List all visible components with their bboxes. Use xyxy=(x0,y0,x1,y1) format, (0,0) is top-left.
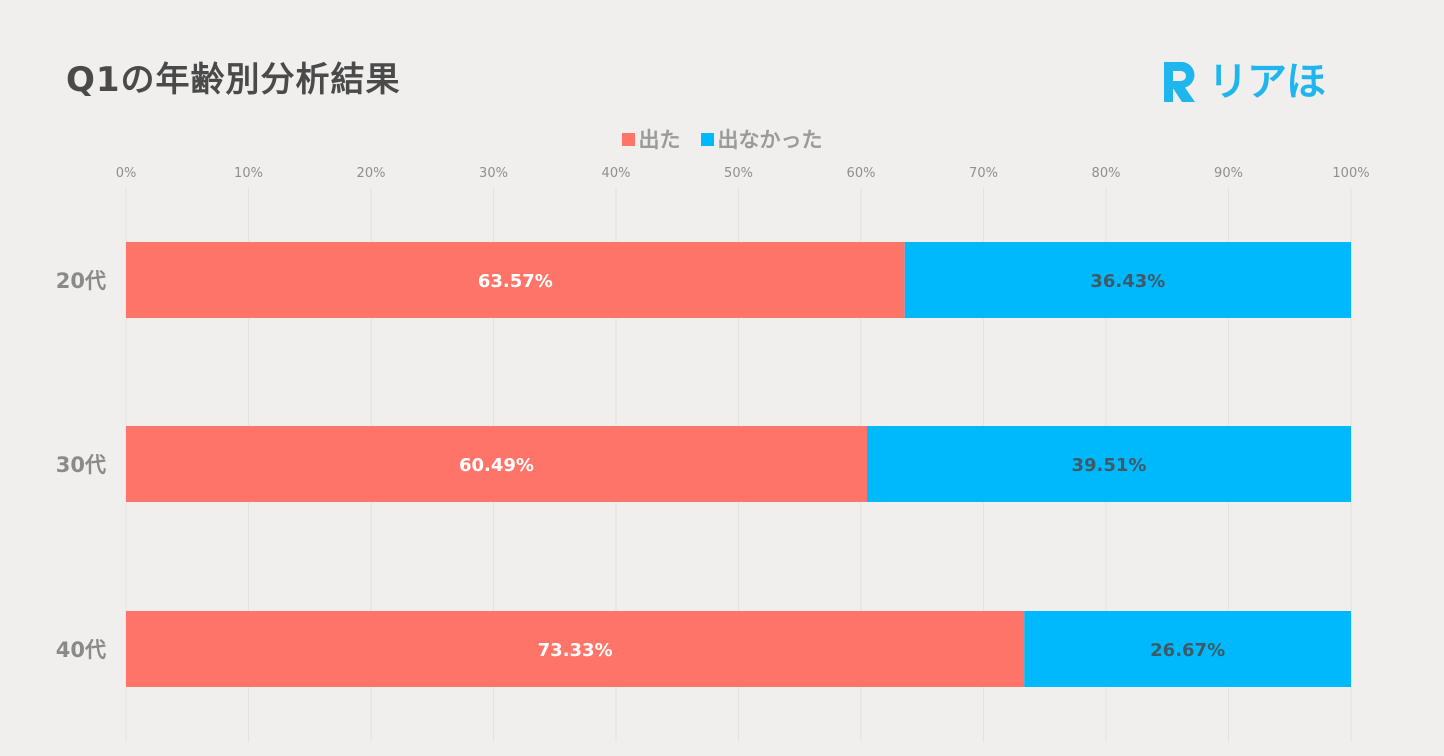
logo-text: リアほ xyxy=(1208,59,1326,105)
y-category-label: 20代 xyxy=(56,269,106,293)
bar-segment xyxy=(126,426,868,502)
legend-label: 出なかった xyxy=(717,128,823,152)
x-tick-label: 80% xyxy=(1092,166,1121,181)
x-tick-label: 10% xyxy=(234,166,263,181)
data-label: 26.67% xyxy=(1150,640,1225,661)
data-label: 60.49% xyxy=(459,455,534,476)
data-label: 39.51% xyxy=(1072,455,1147,476)
x-tick-label: 70% xyxy=(969,166,998,181)
data-label: 63.57% xyxy=(478,271,553,292)
legend-item: 出なかった xyxy=(700,124,823,154)
logo-r-icon xyxy=(1164,62,1195,102)
data-label: 73.33% xyxy=(538,640,613,661)
x-tick-label: 100% xyxy=(1332,166,1369,181)
legend: 出た 出なかった xyxy=(0,124,1444,154)
bar-segment xyxy=(126,242,905,318)
x-tick-label: 90% xyxy=(1214,166,1243,181)
legend-swatch xyxy=(621,132,635,146)
chart-title: Q1の年齢別分析結果 xyxy=(66,60,401,100)
x-tick-label: 30% xyxy=(479,166,508,181)
y-category-label: 30代 xyxy=(56,453,106,477)
data-label: 36.43% xyxy=(1090,271,1165,292)
x-tick-label: 50% xyxy=(724,166,753,181)
legend-label: 出た xyxy=(638,128,681,152)
x-tick-label: 60% xyxy=(847,166,876,181)
x-tick-label: 20% xyxy=(357,166,386,181)
y-category-label: 40代 xyxy=(56,638,106,662)
bar-segment xyxy=(1024,611,1351,687)
x-tick-label: 40% xyxy=(602,166,631,181)
bar-segment xyxy=(867,426,1351,502)
brand-logo: リアほ xyxy=(1158,56,1326,108)
legend-item: 出た xyxy=(621,124,681,154)
x-tick-label: 0% xyxy=(116,166,137,181)
bar-segment xyxy=(126,611,1025,687)
legend-swatch xyxy=(700,132,714,146)
bar-segment xyxy=(904,242,1351,318)
